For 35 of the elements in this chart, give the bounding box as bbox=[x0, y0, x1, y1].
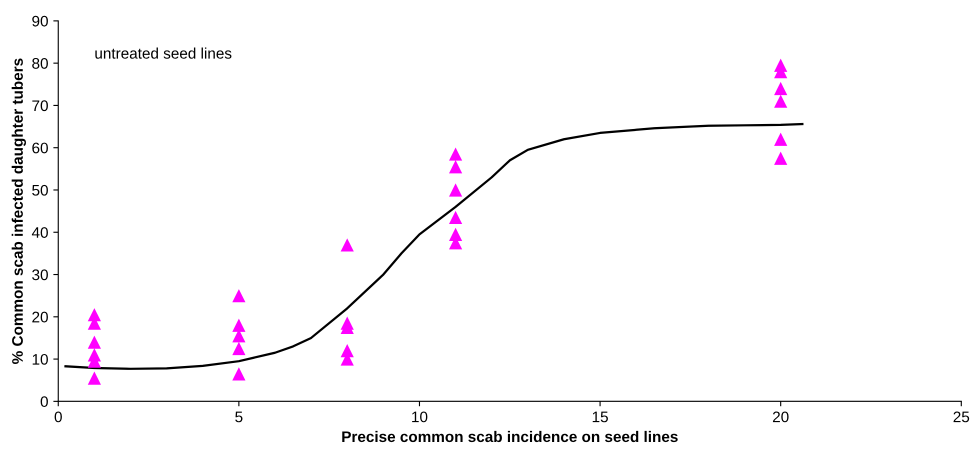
point bbox=[88, 372, 101, 385]
point bbox=[449, 183, 462, 197]
line-series bbox=[64, 122, 804, 370]
y-tick-label: 80 bbox=[32, 58, 48, 69]
x-tick-label: 25 bbox=[954, 411, 970, 422]
x-tick-label: 5 bbox=[235, 412, 242, 422]
point bbox=[88, 336, 101, 349]
point bbox=[449, 160, 462, 174]
point bbox=[340, 238, 354, 252]
point bbox=[232, 367, 246, 380]
y-tick-label: 60 bbox=[32, 142, 48, 154]
annotation: untreated seed lines bbox=[95, 48, 232, 59]
point bbox=[774, 152, 788, 165]
y-axis-title: % Common scab infected daughter tubers bbox=[12, 58, 26, 364]
y-tick-label: 70 bbox=[32, 100, 48, 112]
point bbox=[774, 82, 788, 96]
point bbox=[774, 94, 788, 108]
y-tick-label: 30 bbox=[32, 269, 48, 280]
y-tick-label: 90 bbox=[32, 16, 48, 27]
y-tick-label: 40 bbox=[32, 227, 48, 238]
x-tick-label: 15 bbox=[592, 412, 608, 422]
y-tick-label: 10 bbox=[32, 354, 48, 365]
point bbox=[449, 147, 462, 161]
point bbox=[232, 318, 246, 332]
x-tick-label: 10 bbox=[412, 411, 428, 422]
x-axis-title: Precise common scab incidence on seed lines bbox=[342, 430, 678, 442]
point bbox=[449, 210, 462, 224]
x-tick-label: 0 bbox=[54, 411, 62, 422]
y-tick-label: 50 bbox=[32, 184, 48, 196]
y-tick-label: 20 bbox=[32, 312, 48, 322]
point bbox=[774, 132, 788, 146]
point bbox=[232, 289, 246, 302]
point bbox=[232, 342, 246, 356]
y-tick-label: 0 bbox=[40, 396, 48, 408]
x-tick-label: 20 bbox=[772, 411, 789, 422]
